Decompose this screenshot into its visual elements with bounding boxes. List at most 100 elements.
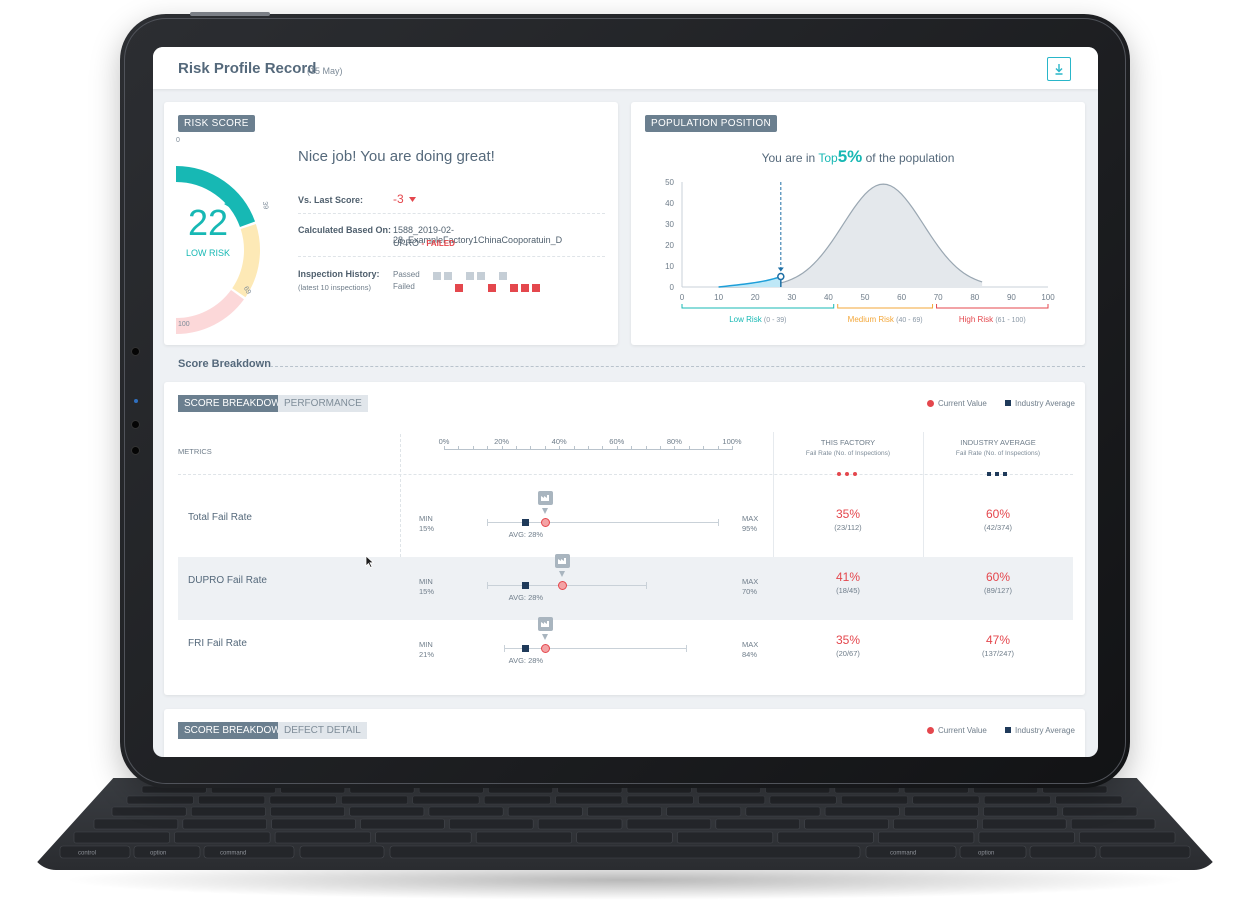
population-headline: You are in Top5% of the population — [631, 147, 1085, 167]
risk-band-label: High Risk (61 - 100) — [959, 315, 1026, 324]
history-passed-square — [466, 272, 474, 280]
keyboard-keys: control option command command option — [59, 785, 1191, 859]
range-cap — [717, 519, 719, 526]
keyboard-key — [360, 818, 445, 830]
y-tick-label: 10 — [665, 262, 674, 271]
position-marker-arrow — [777, 267, 784, 272]
keyboard-key — [878, 831, 975, 844]
tab-performance[interactable]: PERFORMANCE — [278, 395, 368, 412]
caret-down-icon — [409, 197, 416, 202]
calc-value-line1[interactable]: 1588_2019-02-28_ExampleFactory1ChinaCoop… — [393, 225, 563, 245]
column-divider — [923, 432, 924, 612]
history-sublabel: (latest 10 inspections) — [298, 283, 371, 292]
page-title: Risk Profile Record — [178, 60, 317, 77]
x-tick-label: 0 — [680, 293, 685, 302]
scale-tick — [516, 446, 517, 450]
gauge-high-segment — [175, 289, 244, 334]
industry-average-value: 60% — [985, 507, 1011, 521]
tab-score-breakdown[interactable]: SCORE BREAKDOWN — [178, 722, 294, 739]
keyboard-key — [340, 795, 409, 805]
distribution-area — [718, 184, 983, 287]
current-value-marker[interactable] — [540, 518, 550, 527]
screen: Risk Profile Record (15 May) RISK SCORE … — [153, 47, 1098, 757]
tablet-rim — [124, 18, 1126, 784]
industry-average-sub: Fail Rate (No. of Inspections) — [955, 450, 1041, 457]
current-value-marker[interactable] — [540, 644, 550, 653]
legend-industry: Industry Average — [1015, 726, 1075, 735]
risk-score-card: RISK SCORE 0 39 69 100 22 LOW RISK Nice … — [164, 102, 618, 345]
section-title: Score Breakdown — [178, 358, 271, 370]
range-cap — [487, 519, 489, 526]
keyboard-key — [912, 795, 980, 805]
keyboard-key — [133, 845, 201, 859]
position-marker-dot — [777, 272, 785, 281]
current-value-legend-icon — [927, 400, 934, 407]
scale-tick — [631, 446, 633, 450]
y-tick-label: 30 — [665, 220, 674, 229]
risk-score-tag: RISK SCORE — [178, 115, 255, 132]
range-cap — [645, 582, 647, 589]
metrics-header: METRICS — [178, 447, 212, 456]
table-row[interactable] — [178, 620, 1073, 683]
tab-defect-detail[interactable]: DEFECT DETAIL — [278, 722, 367, 739]
headline-post: of the population — [865, 151, 955, 165]
keyboard-key — [198, 795, 266, 805]
table-row[interactable] — [178, 494, 1073, 557]
keyboard-key — [626, 795, 694, 805]
max-value: MAX 84% — [742, 640, 759, 659]
gauge-pointer — [224, 201, 230, 207]
keyboard-key-label: command — [220, 851, 246, 857]
this-factory-count: (23/112) — [834, 523, 862, 532]
history-failed-square — [532, 284, 540, 292]
metric-label: FRI Fail Rate — [188, 638, 247, 649]
keyboard-key — [1062, 806, 1138, 817]
current-value-marker[interactable] — [558, 581, 568, 590]
keyboard-key — [804, 818, 889, 830]
keyboard-key — [769, 795, 837, 805]
keyboard-key — [1029, 845, 1097, 859]
risk-level: LOW RISK — [185, 248, 230, 258]
scale-tick — [559, 446, 561, 450]
scale-tick — [501, 446, 503, 450]
scale-tick — [444, 446, 445, 450]
keyboard-key — [676, 831, 774, 844]
volume-button — [190, 12, 270, 16]
range-cap — [487, 582, 489, 589]
keyboard-key — [893, 818, 978, 830]
y-tick-label: 40 — [665, 199, 674, 208]
this-factory-header: THIS FACTORY — [820, 438, 876, 447]
population-card: POPULATION POSITION You are in Top5% of … — [631, 102, 1085, 345]
history-passed-square — [499, 272, 507, 280]
history-passed-square — [444, 272, 452, 280]
factory-icon — [555, 554, 571, 572]
keyboard-key — [174, 831, 271, 844]
y-tick-label: 0 — [670, 283, 675, 292]
passed-label: Passed — [393, 270, 420, 279]
score-breakdown-card: SCORE BREAKDOWN PERFORMANCE Current Valu… — [164, 382, 1085, 695]
industry-average-header: INDUSTRY AVERAGE — [960, 438, 1036, 447]
camera-dot — [131, 446, 140, 455]
keyboard-key — [126, 795, 194, 805]
industry-average-legend-icon — [1005, 400, 1011, 406]
scale-tick — [458, 446, 460, 450]
metric-label: Total Fail Rate — [188, 512, 252, 523]
current-value-legend-icon — [927, 727, 934, 734]
gauge-tick-39: 39 — [260, 201, 270, 210]
risk-message: Nice job! You are doing great! — [298, 148, 495, 165]
keyboard-key — [698, 795, 766, 805]
page-header: Risk Profile Record (15 May) — [153, 47, 1098, 89]
x-tick-label: 100 — [1041, 293, 1055, 302]
keyboard-key-label: control — [78, 851, 96, 857]
risk-score-value: 22 — [187, 202, 229, 243]
column-divider — [400, 434, 401, 612]
industry-average-count: (89/127) — [984, 586, 1012, 595]
keyboard-key — [483, 795, 551, 805]
industry-average-marker — [521, 582, 529, 589]
download-button[interactable] — [1047, 57, 1071, 81]
keyboard-key — [983, 795, 1051, 805]
divider — [298, 256, 605, 257]
risk-band-label: Low Risk (0 - 39) — [729, 315, 786, 324]
keyboard-key — [389, 845, 861, 859]
table-row[interactable] — [178, 557, 1073, 620]
tab-score-breakdown[interactable]: SCORE BREAKDOWN — [178, 395, 294, 412]
